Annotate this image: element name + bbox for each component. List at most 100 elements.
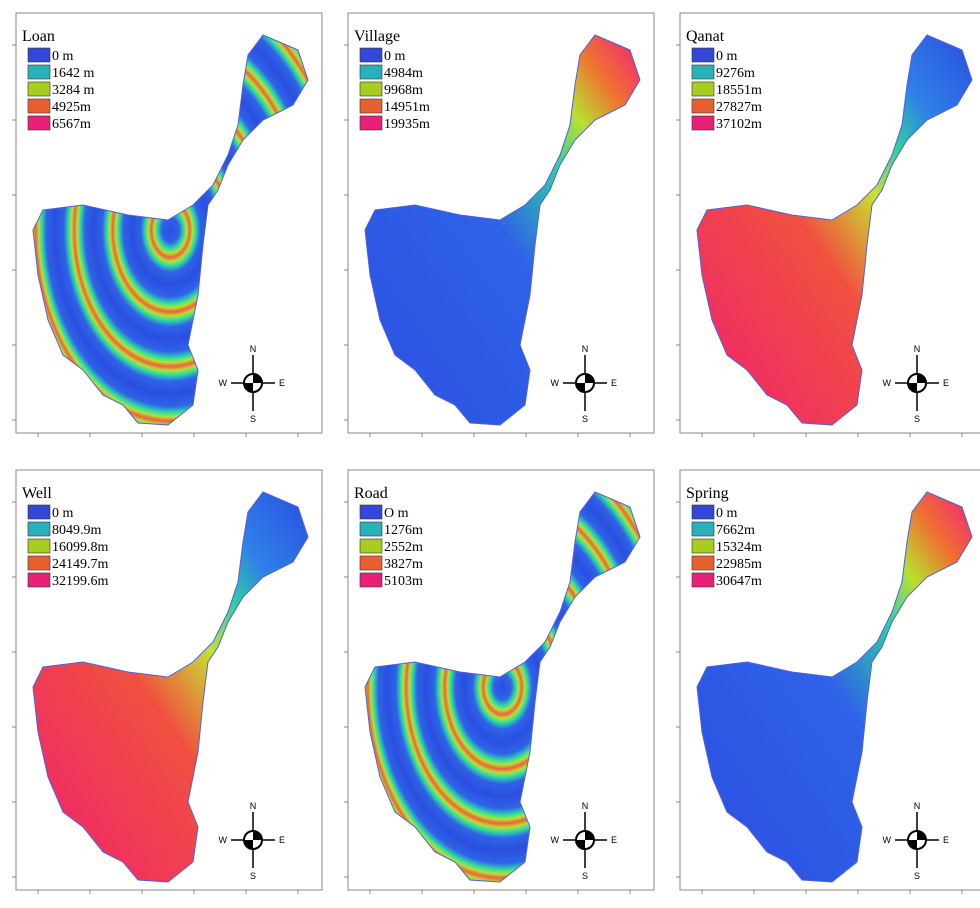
map-title: Village [354,28,400,45]
compass-s: S [250,414,256,424]
legend-label: 24149.7m [52,557,109,572]
compass: N S W E [551,801,618,881]
legend-label: 9968m [384,83,423,98]
map-title: Spring [686,485,729,502]
legend-swatch [359,115,383,131]
legend-swatch [27,555,51,571]
legend-label: 27827m [716,100,762,115]
legend-swatch [691,555,715,571]
legend-swatch [27,81,51,97]
compass-e: E [279,378,285,388]
compass-w: W [551,835,560,845]
legend-label: 4984m [384,66,423,81]
compass-fill [576,831,594,849]
compass-e: E [943,835,949,845]
compass-s: S [914,414,920,424]
legend-label: 30647m [716,574,762,589]
legend-swatch [359,521,383,537]
compass-s: S [914,871,920,881]
legend-swatch [27,47,51,63]
legend-swatch [359,47,383,63]
compass-fill [244,831,262,849]
compass-e: E [611,835,617,845]
compass-n: N [250,344,257,354]
compass: N S W E [219,344,286,424]
map-panel: Road O m 1276m 2552m 3827m 5103m N S W E [344,469,655,894]
map-panel: Village 0 m 4984m 9968m 14951m 19935m N S W E [344,12,655,437]
legend-swatch [27,521,51,537]
compass-n: N [582,801,589,811]
legend-swatch [691,98,715,114]
legend-swatch [27,504,51,520]
legend-label: 7662m [716,523,755,538]
map-panel: Spring 0 m 7662m 15324m 22985m 30647m N S W E [676,469,980,894]
legend-label: 14951m [384,100,430,115]
compass-s: S [582,871,588,881]
legend-label: 37102m [716,117,762,132]
legend-label: 22985m [716,557,762,572]
legend-swatch [27,572,51,588]
legend-label: 0 m [716,506,738,521]
legend-swatch [27,98,51,114]
legend-label: 0 m [52,49,74,64]
legend-label: 9276m [716,66,755,81]
legend-label: O m [384,506,409,521]
compass-e: E [943,378,949,388]
legend-swatch [359,572,383,588]
legend-label: 19935m [384,117,430,132]
legend-label: 3284 m [52,83,95,98]
legend-label: 5103m [384,574,423,589]
map-panel: Qanat 0 m 9276m 18551m 27827m 37102m N S W E [676,12,980,437]
map-panel: Loan 0 m 1642 m 3284 m 4925m 6567m N S W E [12,12,323,437]
legend-swatch [359,555,383,571]
compass: N S W E [883,801,950,881]
compass-s: S [250,871,256,881]
map-title: Road [354,485,388,502]
compass: N S W E [883,344,950,424]
compass-w: W [883,835,892,845]
map-title: Qanat [686,28,725,45]
compass-n: N [250,801,257,811]
legend-label: 0 m [52,506,74,521]
compass-s: S [582,414,588,424]
legend-label: 1276m [384,523,423,538]
compass-n: N [582,344,589,354]
legend-label: 15324m [716,540,762,555]
legend-swatch [27,64,51,80]
compass-e: E [279,835,285,845]
compass-w: W [219,835,228,845]
legend-swatch [27,538,51,554]
legend-swatch [691,81,715,97]
compass-w: W [883,378,892,388]
legend-label: 1642 m [52,66,95,81]
legend-swatch [691,538,715,554]
legend-swatch [359,538,383,554]
legend-label: 2552m [384,540,423,555]
legend-swatch [691,521,715,537]
compass: N S W E [219,801,286,881]
compass-e: E [611,378,617,388]
legend-label: 4925m [52,100,91,115]
compass-w: W [551,378,560,388]
compass-fill [576,374,594,392]
legend-swatch [359,98,383,114]
legend-label: 3827m [384,557,423,572]
compass: N S W E [551,344,618,424]
legend-swatch [691,64,715,80]
map-title: Well [22,485,52,502]
legend-label: 0 m [384,49,406,64]
compass-w: W [219,378,228,388]
compass-fill [908,374,926,392]
legend-swatch [359,81,383,97]
legend-swatch [359,64,383,80]
legend-label: 6567m [52,117,91,132]
compass-fill [244,374,262,392]
legend-swatch [691,47,715,63]
compass-n: N [914,344,921,354]
legend-swatch [691,115,715,131]
legend-swatch [27,115,51,131]
legend-label: 16099.8m [52,540,109,555]
legend-label: 18551m [716,83,762,98]
